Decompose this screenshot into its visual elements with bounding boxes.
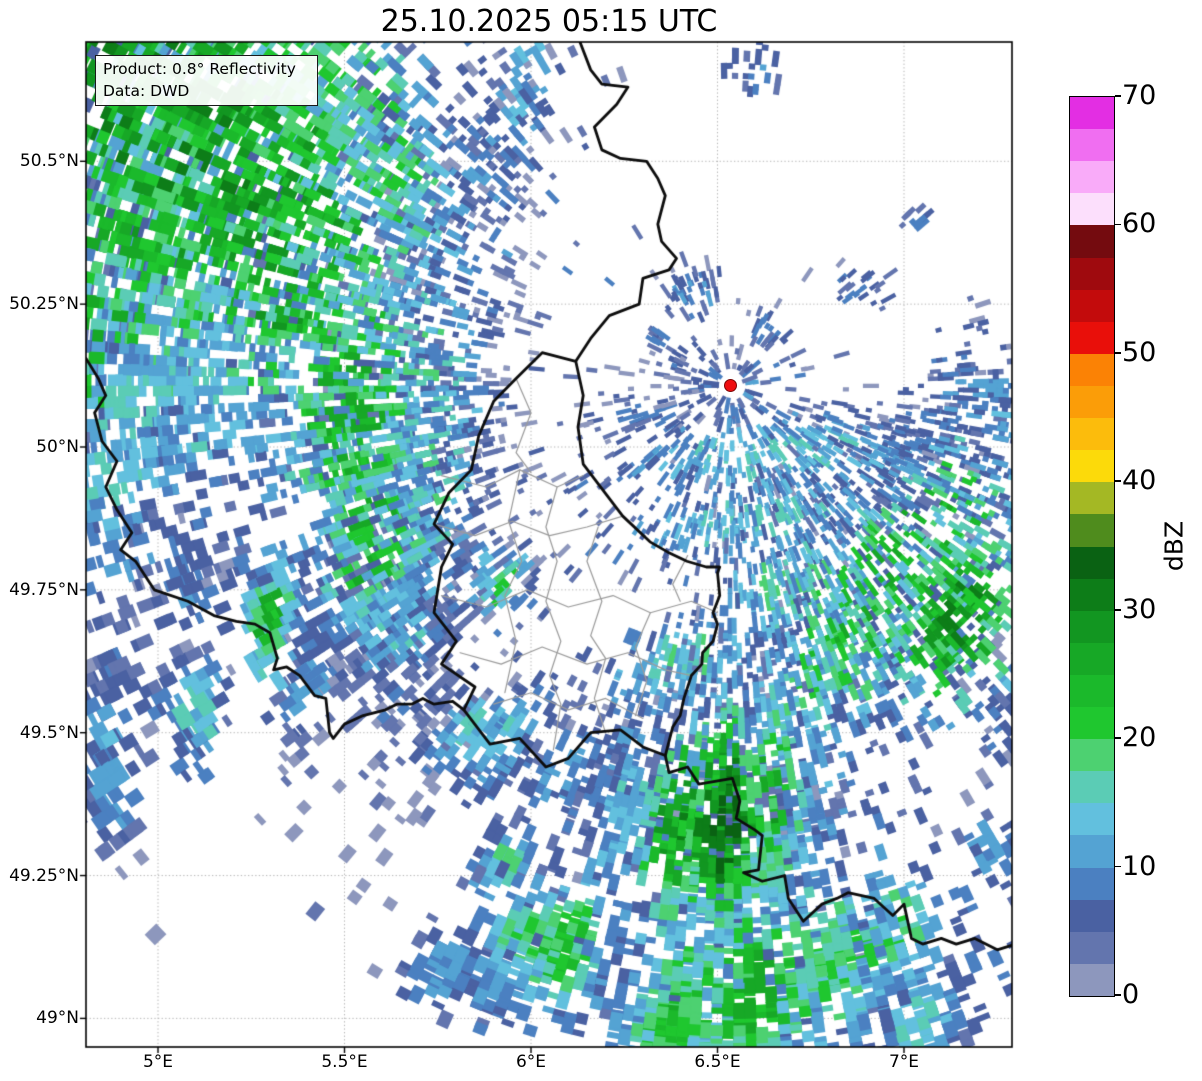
colorbar-band	[1070, 385, 1114, 419]
colorbar-tick-label: 60	[1122, 208, 1157, 240]
colorbar-band	[1070, 867, 1114, 900]
colorbar-tick-label: 50	[1122, 336, 1157, 368]
colorbar-tick-label: 70	[1122, 80, 1157, 111]
colorbar-band	[1070, 225, 1114, 258]
lat-tick-label: 49°N	[36, 1008, 79, 1029]
colorbar	[1069, 96, 1115, 997]
colorbar-band	[1070, 802, 1114, 836]
colorbar-band	[1070, 770, 1114, 804]
colorbar-unit-label: dBZ	[1159, 520, 1189, 572]
colorbar-tickmark	[1114, 608, 1121, 611]
colorbar-tickmark	[1114, 865, 1121, 868]
colorbar-tickmark	[1114, 737, 1121, 740]
colorbar-band	[1070, 160, 1114, 194]
colorbar-band	[1070, 417, 1114, 451]
colorbar-tickmark	[1114, 223, 1121, 226]
colorbar-band	[1070, 578, 1114, 611]
colorbar-band	[1070, 289, 1114, 322]
colorbar-band	[1070, 738, 1114, 772]
lat-tick-label: 50.25°N	[9, 294, 79, 315]
colorbar-tickmark	[1114, 480, 1121, 483]
colorbar-band	[1070, 128, 1114, 162]
lat-tick-label: 49.25°N	[9, 865, 79, 886]
colorbar-band	[1070, 610, 1114, 643]
colorbar-band	[1070, 963, 1114, 996]
data-source-label: Data: DWD	[103, 82, 190, 100]
colorbar-band	[1070, 449, 1114, 483]
colorbar-band	[1070, 513, 1114, 547]
colorbar-tick-label: 20	[1122, 722, 1157, 754]
lat-tick-label: 49.75°N	[9, 579, 79, 600]
colorbar-tick-label: 30	[1122, 593, 1157, 625]
colorbar-tick-label: 40	[1122, 465, 1157, 497]
colorbar-band	[1070, 353, 1114, 386]
lon-tick-label: 6°E	[515, 1052, 547, 1072]
colorbar-band	[1070, 674, 1114, 708]
colorbar-band	[1070, 899, 1114, 932]
colorbar-band	[1070, 706, 1114, 740]
colorbar-band	[1070, 546, 1114, 579]
lat-tick-label: 50.5°N	[19, 151, 79, 172]
colorbar-tick-label: 0	[1122, 979, 1140, 1010]
product-label: Product: 0.8° Reflectivity	[103, 60, 296, 78]
lon-tick-label: 7°E	[888, 1052, 920, 1072]
plot-title: 25.10.2025 05:15 UTC	[380, 4, 718, 39]
colorbar-band	[1070, 96, 1114, 130]
colorbar-band	[1070, 931, 1114, 964]
colorbar-band	[1070, 481, 1114, 515]
colorbar-tick-label: 10	[1122, 850, 1157, 882]
colorbar-tickmark	[1114, 352, 1121, 354]
colorbar-band	[1070, 321, 1114, 354]
lon-tick-label: 5.5°E	[321, 1052, 368, 1072]
lon-tick-label: 5°E	[142, 1052, 174, 1072]
colorbar-tickmark	[1114, 994, 1121, 996]
lat-tick-label: 49.5°N	[19, 722, 79, 743]
radar-site-marker	[723, 378, 737, 392]
lon-tick-label: 6.5°E	[694, 1052, 741, 1072]
colorbar-band	[1070, 642, 1114, 675]
lat-tick-label: 50°N	[36, 437, 79, 457]
colorbar-tickmark	[1114, 95, 1121, 97]
colorbar-band	[1070, 835, 1114, 868]
colorbar-band	[1070, 257, 1114, 290]
product-info-box: Product: 0.8° Reflectivity Data: DWD	[95, 55, 318, 106]
colorbar-band	[1070, 192, 1114, 226]
